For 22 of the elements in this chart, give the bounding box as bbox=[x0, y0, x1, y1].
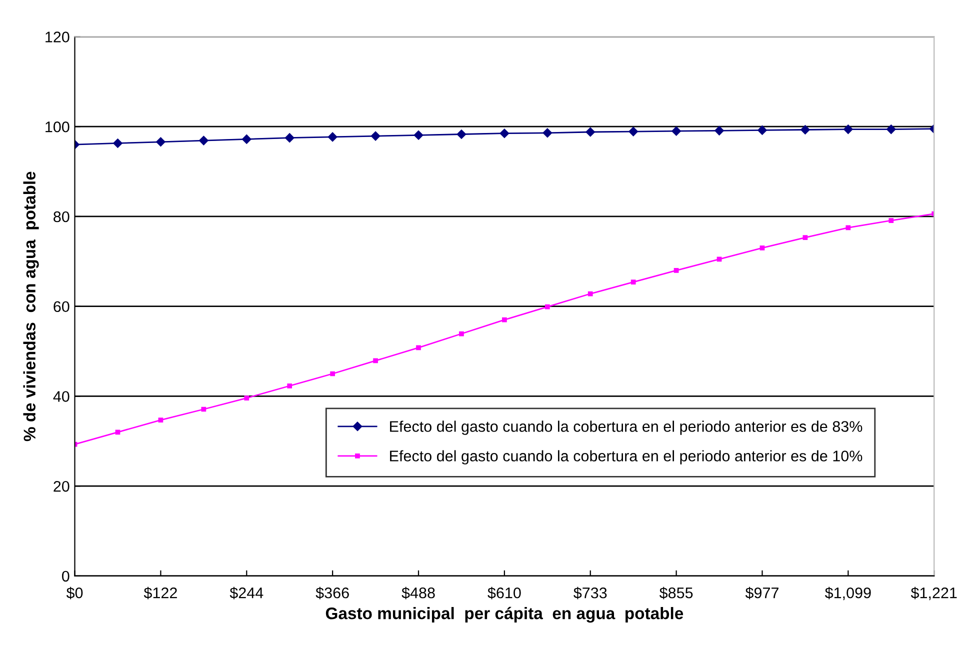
x-tick-label: $488 bbox=[402, 586, 435, 600]
x-tick-label: $0 bbox=[66, 586, 83, 600]
x-tick-label: $1,099 bbox=[824, 586, 871, 600]
x-tick-label: $733 bbox=[574, 586, 607, 600]
y-tick-label: 100 bbox=[46, 121, 70, 132]
x-tick-label: $977 bbox=[745, 586, 778, 600]
legend-label: Efecto del gasto cuando la cobertura en el periodo anterior es de 10% bbox=[390, 450, 862, 464]
x-tick-label: $1,221 bbox=[910, 586, 957, 600]
legend-label: Efecto del gasto cuando la cobertura en el periodo anterior es de 83% bbox=[390, 420, 862, 435]
y-tick-label: 60 bbox=[54, 301, 70, 312]
x-tick-label: $610 bbox=[488, 586, 521, 600]
x-tick-label: $122 bbox=[144, 586, 177, 600]
y-tick-label: 0 bbox=[62, 570, 70, 582]
y-tick-label: 120 bbox=[46, 32, 70, 42]
y-tick-label: 40 bbox=[53, 391, 70, 402]
y-tick-label: 80 bbox=[54, 211, 70, 222]
y-tick-label: 20 bbox=[54, 480, 70, 492]
x-tick-label: $244 bbox=[230, 586, 264, 600]
x-tick-label: $855 bbox=[659, 586, 693, 600]
x-tick-label: $366 bbox=[316, 586, 349, 600]
y-axis-title: % de viviendas con agua potable bbox=[23, 172, 39, 442]
x-axis-title: Gasto municipal per cápita en agua potable bbox=[326, 606, 684, 623]
